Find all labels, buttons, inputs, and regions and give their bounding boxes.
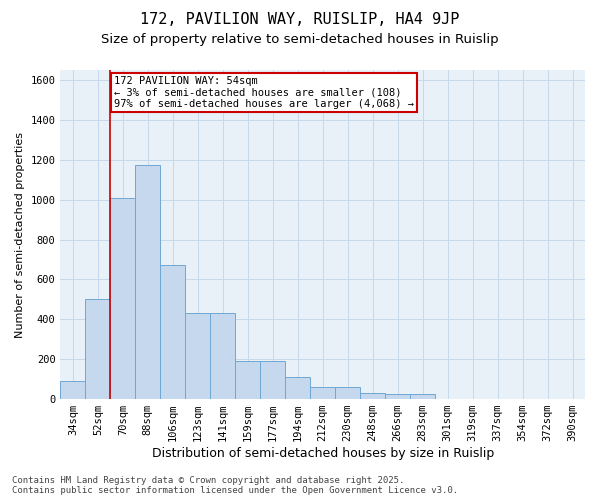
Bar bbox=[285, 377, 310, 399]
Bar bbox=[136, 164, 160, 399]
X-axis label: Distribution of semi-detached houses by size in Ruislip: Distribution of semi-detached houses by … bbox=[152, 447, 494, 460]
Text: 172, PAVILION WAY, RUISLIP, HA4 9JP: 172, PAVILION WAY, RUISLIP, HA4 9JP bbox=[140, 12, 460, 28]
Bar bbox=[61, 381, 85, 399]
Bar bbox=[360, 393, 385, 399]
Bar bbox=[210, 314, 235, 399]
Text: Contains HM Land Registry data © Crown copyright and database right 2025.
Contai: Contains HM Land Registry data © Crown c… bbox=[12, 476, 458, 495]
Bar bbox=[235, 361, 260, 399]
Text: Size of property relative to semi-detached houses in Ruislip: Size of property relative to semi-detach… bbox=[101, 32, 499, 46]
Bar bbox=[410, 394, 435, 399]
Text: 172 PAVILION WAY: 54sqm
← 3% of semi-detached houses are smaller (108)
97% of se: 172 PAVILION WAY: 54sqm ← 3% of semi-det… bbox=[114, 76, 414, 109]
Bar bbox=[260, 361, 285, 399]
Bar bbox=[310, 387, 335, 399]
Bar bbox=[335, 387, 360, 399]
Bar bbox=[385, 394, 410, 399]
Bar bbox=[110, 198, 136, 399]
Bar bbox=[85, 300, 110, 399]
Bar bbox=[185, 314, 210, 399]
Bar bbox=[160, 266, 185, 399]
Y-axis label: Number of semi-detached properties: Number of semi-detached properties bbox=[15, 132, 25, 338]
